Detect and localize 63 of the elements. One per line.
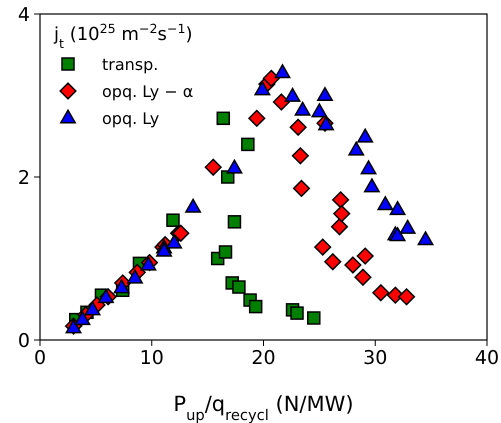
point	[418, 231, 434, 246]
point	[274, 64, 290, 78]
x-tick-label: 0	[34, 347, 46, 369]
point	[98, 289, 114, 304]
point	[216, 112, 230, 126]
point	[232, 280, 246, 294]
x-tick-label: 20	[251, 347, 276, 369]
point	[127, 270, 143, 284]
legend-label: opq. Ly	[102, 109, 160, 128]
legend-label: transp.	[102, 55, 158, 74]
point	[294, 102, 311, 116]
point	[332, 191, 350, 208]
x-axis-title: P$_{up}$/q$_{recycl}$ (N/MW)	[173, 392, 354, 423]
point	[324, 253, 342, 270]
y-tick-label: 0	[18, 330, 30, 352]
point	[241, 138, 255, 152]
y-tick-label: 4	[18, 4, 30, 26]
point	[390, 201, 406, 216]
point	[272, 93, 290, 111]
point	[84, 301, 100, 316]
point	[360, 160, 376, 174]
point	[262, 70, 280, 87]
point	[114, 279, 130, 294]
legend-label: opq. Ly − α	[102, 82, 194, 101]
point	[204, 158, 222, 176]
point	[330, 218, 348, 236]
point	[218, 245, 232, 259]
point	[228, 215, 242, 229]
point	[248, 110, 266, 127]
point	[354, 268, 372, 286]
point	[398, 288, 416, 306]
point	[364, 178, 380, 192]
point	[248, 300, 262, 314]
x-tick-label: 10	[140, 347, 164, 369]
point	[166, 234, 182, 249]
point	[311, 103, 328, 118]
point	[290, 306, 304, 320]
point	[372, 284, 390, 302]
y-tick-label: 2	[18, 167, 30, 189]
point	[290, 118, 307, 136]
point	[348, 142, 364, 156]
point	[185, 198, 202, 213]
point	[226, 159, 242, 174]
point	[166, 213, 180, 227]
point	[284, 88, 301, 102]
point	[357, 128, 374, 143]
point	[356, 248, 374, 265]
point	[314, 238, 332, 256]
x-tick-label: 40	[474, 347, 500, 369]
point	[156, 242, 172, 257]
text: j$_{t}$ (10$^{25}$ m$^{−2}$s$^{−1}$)	[54, 20, 192, 50]
point	[317, 86, 333, 102]
point	[377, 196, 394, 210]
point	[292, 147, 309, 164]
point	[254, 81, 270, 96]
point	[307, 311, 321, 325]
point	[333, 205, 350, 222]
point	[390, 227, 406, 242]
point	[400, 220, 416, 234]
point	[344, 256, 362, 274]
x-tick-label: 30	[363, 347, 388, 369]
point	[292, 180, 310, 197]
point	[74, 311, 90, 326]
